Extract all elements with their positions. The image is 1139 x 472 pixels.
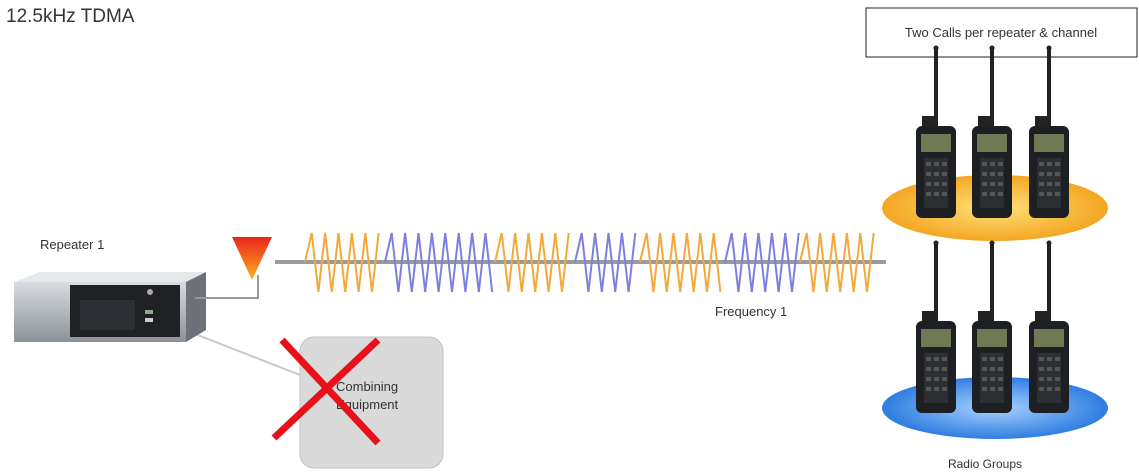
combiner-line: Combining (336, 379, 398, 394)
combiner-line: Equipment (336, 397, 399, 412)
radio-group (914, 43, 1071, 220)
channel-label: Frequency 1 (715, 304, 787, 319)
wave-segment (799, 232, 875, 293)
feed-line (195, 275, 259, 299)
repeater (14, 272, 206, 342)
wave-segment (494, 232, 570, 293)
signal-wave (304, 232, 875, 293)
wave-segment (384, 232, 494, 293)
wave-segment (304, 232, 380, 293)
combiner: Combining Equipment (271, 336, 444, 469)
callout-box (865, 7, 1138, 58)
radio-group (914, 238, 1071, 415)
wave-segment (724, 232, 800, 293)
radios-label: Radio Groups (948, 457, 1022, 471)
antenna (232, 237, 272, 280)
wave-segment (639, 232, 722, 293)
repeater-label: Repeater 1 (40, 237, 104, 252)
callout-label: Two Calls per repeater & channel (905, 25, 1097, 40)
connector (184, 329, 301, 376)
title: 12.5kHz TDMA (6, 6, 135, 27)
wave-segment (574, 232, 637, 293)
